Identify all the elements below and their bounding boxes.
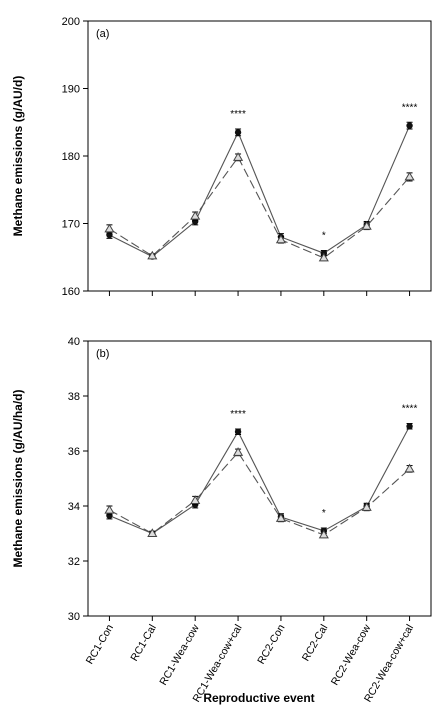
- significance-label: ****: [230, 409, 246, 420]
- data-point-triangle: [147, 250, 158, 260]
- data-point-circle: [406, 423, 413, 430]
- y-tick-label: 36: [68, 446, 80, 458]
- y-tick-label: 38: [68, 391, 80, 403]
- y-axis-label: Methane emissions (g/AU/ha/d): [11, 389, 25, 567]
- data-point-triangle: [404, 171, 415, 181]
- data-point-triangle: [404, 463, 415, 473]
- panel-label: (b): [96, 348, 109, 360]
- data-point-circle: [406, 122, 413, 129]
- panel-b: 30 32 34 36 38 40 Methane emissions (g/AU/ha/d…: [11, 336, 432, 623]
- x-tick-label: RC2-Wea-cow+cal: [362, 623, 416, 705]
- x-tick-label: RC2-Cal: [300, 623, 331, 664]
- data-point-triangle: [361, 502, 372, 511]
- data-point-circle: [234, 428, 242, 435]
- data-point-triangle: [361, 221, 372, 230]
- x-tick-label: RC2-Wea-cow: [329, 622, 374, 687]
- x-tick-label: RC1-Cal: [128, 623, 159, 664]
- data-point-triangle: [190, 210, 201, 220]
- significance-label: ****: [402, 404, 418, 415]
- data-point-triangle: [104, 223, 115, 233]
- panel-a: 160 170 180 190 200 Methane emissions (g/AU/d…: [11, 16, 432, 298]
- y-tick-label: 40: [68, 336, 80, 348]
- x-tick-label: RC1-Con: [84, 622, 116, 666]
- y-tick-label: 200: [62, 16, 80, 28]
- y-axis-label: Methane emissions (g/AU/d): [11, 76, 25, 237]
- y-tick-label: 160: [62, 286, 80, 298]
- panel-label: (a): [96, 28, 109, 40]
- data-point-triangle: [104, 504, 115, 514]
- y-tick-label: 170: [62, 219, 80, 231]
- series-1-line: [109, 426, 411, 535]
- significance-label: ****: [402, 102, 418, 113]
- data-point-triangle: [147, 528, 158, 537]
- data-point-circle: [234, 129, 242, 136]
- data-point-triangle: [275, 513, 287, 522]
- series-1-line: [109, 125, 411, 258]
- data-point-triangle: [232, 152, 244, 161]
- y-tick-label: 30: [68, 611, 80, 623]
- x-tick-label: RC1-Wea-cow: [157, 622, 202, 687]
- plot-frame: [87, 340, 432, 617]
- data-point-triangle: [318, 252, 329, 262]
- y-tick-label: 32: [68, 556, 80, 568]
- y-tick-label: 180: [62, 151, 80, 163]
- series-2-line: [109, 156, 411, 259]
- significance-label: ****: [230, 109, 246, 120]
- significance-label: *: [322, 231, 326, 242]
- data-point-triangle: [318, 529, 329, 539]
- series-2-line: [109, 451, 410, 536]
- x-tick-label: RC2-Con: [255, 622, 287, 666]
- significance-label: *: [322, 508, 326, 519]
- x-axis-label: Reproductive event: [203, 691, 314, 705]
- data-point-triangle: [275, 234, 287, 244]
- data-point-triangle: [190, 495, 201, 504]
- y-tick-label: 34: [68, 501, 80, 513]
- data-point-triangle: [232, 447, 244, 456]
- y-tick-label: 190: [62, 84, 80, 96]
